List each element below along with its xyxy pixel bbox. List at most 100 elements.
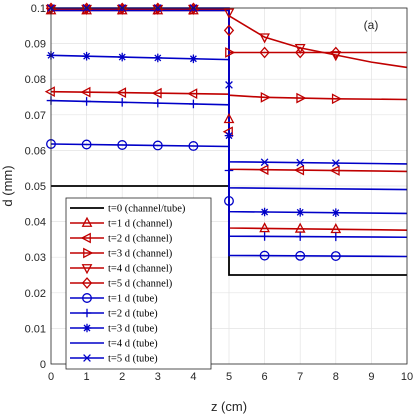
data-point: [296, 92, 307, 104]
y-tick-label: 0.01: [25, 323, 46, 335]
legend-entry-label: t=0 (channel/tube): [108, 204, 186, 215]
y-tick-label: 0.06: [25, 145, 46, 157]
legend-marker: [81, 277, 93, 289]
y-tick-label: 0.08: [25, 74, 46, 86]
data-point: [117, 97, 127, 107]
data-point: [152, 140, 163, 151]
legend-entry-label: t=4 d (tube): [108, 339, 158, 350]
y-tick-label: 0.05: [25, 181, 46, 193]
data-point: [259, 222, 270, 233]
data-point: [223, 112, 235, 124]
x-tick-label: 5: [226, 371, 232, 383]
data-point: [82, 51, 91, 61]
x-tick-label: 8: [333, 371, 339, 383]
legend-entry-label: t=3 d (channel): [108, 249, 173, 260]
x-tick-labels: 0 1 2 3 4 5 6 7 8 9 10: [48, 371, 413, 383]
data-point: [81, 139, 92, 150]
data-point: [295, 232, 305, 241]
data-point: [330, 223, 342, 234]
data-point: [115, 87, 127, 99]
x-tick-label: 3: [155, 371, 161, 383]
data-point: [153, 98, 163, 108]
y-tick-labels: 0 0.01 0.02 0.03 0.04 0.05 0.06 0.07 0.08 0.09 0.1: [25, 3, 46, 371]
data-point: [260, 232, 269, 241]
data-point: [294, 43, 306, 55]
data-point: [293, 164, 305, 176]
data-point: [188, 2, 199, 15]
data-point: [224, 166, 234, 175]
data-point: [82, 97, 91, 106]
data-point: [189, 99, 198, 109]
data-point: [259, 46, 270, 59]
legend-entry-label: t=1 d (tube): [108, 294, 158, 305]
panel-label: (a): [364, 18, 379, 32]
data-point: [330, 251, 341, 262]
y-tick-label: 0.07: [25, 110, 46, 122]
legend-entry-label: t=5 d (channel): [108, 279, 173, 290]
legend-marker: [81, 264, 93, 275]
data-point: [260, 158, 269, 167]
data-point: [329, 165, 340, 176]
data-point: [189, 54, 198, 64]
data-point: [331, 232, 341, 242]
data-point: [331, 93, 343, 105]
data-point: [224, 131, 234, 140]
legend-entry-label: t=5 d (tube): [108, 354, 158, 365]
data-point: [80, 86, 91, 98]
data-point: [258, 164, 269, 176]
y-tick-label: 0.02: [25, 288, 46, 300]
data-point: [260, 207, 269, 217]
data-point: [225, 81, 233, 89]
data-point: [223, 8, 235, 19]
data-point: [222, 126, 233, 138]
data-point: [153, 53, 163, 63]
x-tick-label: 9: [368, 371, 374, 383]
y-tick-label: 0: [40, 359, 46, 371]
data-point: [330, 46, 341, 59]
legend-entry-label: t=4 d (channel): [108, 264, 173, 275]
data-point: [151, 87, 162, 99]
legend-entry-label: t=2 d (tube): [108, 309, 158, 320]
y-tick-label: 0.1: [31, 3, 46, 15]
legend-marker: [82, 323, 92, 333]
data-point: [331, 208, 341, 217]
legend-entry-label: t=1 d (channel): [108, 219, 173, 230]
y-tick-label: 0.03: [25, 252, 46, 264]
x-axis-label: z (cm): [211, 399, 247, 414]
data-point: [223, 24, 235, 37]
data-point: [152, 2, 163, 15]
legend-marker: [80, 232, 91, 244]
data-point: [259, 250, 270, 261]
data-point: [224, 196, 234, 206]
legend-marker: [83, 354, 91, 362]
x-tick-label: 10: [401, 371, 413, 383]
data-point: [117, 2, 128, 15]
data-point: [295, 250, 306, 261]
legend-entry-label: t=3 d (tube): [108, 324, 158, 335]
plot-frame: [50, 7, 408, 365]
data-point: [81, 2, 92, 15]
legend: t=0 (channel/tube) t=1 d (channel) t=2 d (…: [65, 197, 212, 370]
data-point: [260, 91, 271, 103]
data-point: [259, 33, 270, 44]
x-tick-label: 2: [119, 371, 125, 383]
marker-layer: [44, 2, 343, 262]
y-tick-label: 0.04: [25, 217, 46, 229]
x-tick-label: 6: [262, 371, 268, 383]
legend-marker: [82, 308, 92, 318]
data-point: [295, 208, 305, 217]
x-tick-label: 1: [84, 371, 90, 383]
legend-marker: [82, 293, 92, 303]
data-point: [225, 47, 236, 58]
y-tick-label: 0.09: [25, 39, 46, 51]
data-point: [187, 88, 198, 100]
data-point: [117, 52, 127, 62]
data-point: [294, 222, 306, 233]
y-axis-label: d (mm): [0, 165, 15, 206]
legend-marker: [81, 216, 93, 227]
data-point: [188, 141, 199, 151]
legend-entry-label: t=2 d (channel): [108, 234, 173, 245]
x-tick-label: 4: [190, 371, 196, 383]
data-point: [295, 46, 306, 59]
